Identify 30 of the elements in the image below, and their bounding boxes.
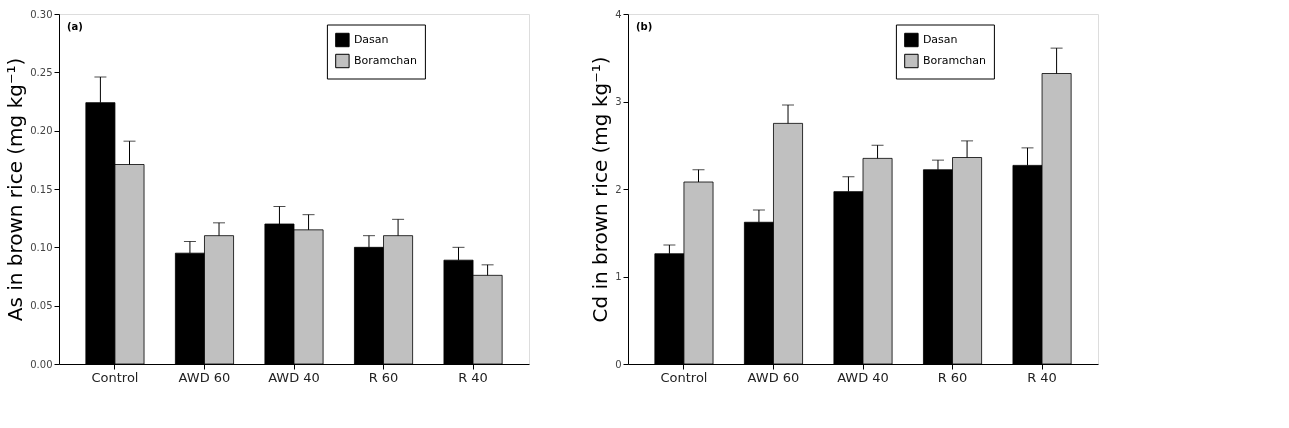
x-tick-label: R 40 <box>458 369 488 385</box>
y-tick-label: 0 <box>615 358 622 370</box>
legend-label: Dasan <box>922 33 958 46</box>
y-axis-title: Cd in brown rice (mg kg⁻¹) <box>588 56 613 323</box>
y-axis-title: As in brown rice (mg kg⁻¹) <box>3 57 28 322</box>
y-tick-label: 4 <box>615 8 622 20</box>
y-tick-label: 0.30 <box>30 8 53 20</box>
x-tick-label: R 60 <box>368 369 399 385</box>
x-tick-label: AWD 40 <box>268 369 320 385</box>
x-tick-label: R 40 <box>1027 369 1057 385</box>
legend-label: Boramchan <box>353 54 417 67</box>
y-tick-label: 0.20 <box>30 125 53 137</box>
y-tick-label: 2 <box>615 183 622 195</box>
x-tick-label: AWD 40 <box>837 369 889 385</box>
x-tick-label: Control <box>91 369 139 385</box>
y-tick-label: 0.10 <box>30 241 53 253</box>
legend-label: Dasan <box>353 33 389 46</box>
y-tick-label: 0.25 <box>30 66 53 78</box>
annotation: (a) <box>67 21 83 32</box>
legend-label: Boramchan <box>922 54 986 67</box>
y-tick-label: 0.00 <box>30 358 53 370</box>
y-tick-label: 1 <box>615 271 622 282</box>
x-tick-label: AWD 60 <box>178 369 231 385</box>
y-tick-label: 3 <box>615 96 622 107</box>
y-tick-label: 0.15 <box>30 183 53 195</box>
y-tick-label: 0.05 <box>30 300 53 312</box>
x-tick-label: Control <box>660 369 708 385</box>
x-tick-label: AWD 60 <box>747 369 800 385</box>
x-tick-label: R 60 <box>937 369 968 385</box>
annotation: (b) <box>636 21 653 32</box>
